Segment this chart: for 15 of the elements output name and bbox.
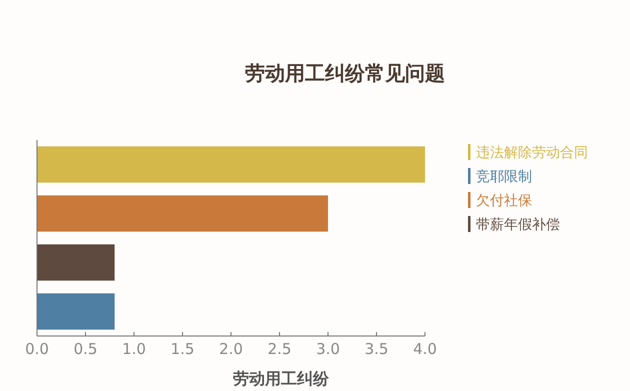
legend-label: 竞耶限制 [476,169,532,185]
x-tick-label: 0.5 [74,340,98,358]
x-tick-label: 0.0 [25,340,49,358]
chart-title: 劳动用工纠纷常见问题 [245,61,445,85]
x-tick-label: 1.0 [122,340,146,358]
x-tick-label: 2.5 [268,340,292,358]
x-axis-title: 劳动用工纠纷 [233,369,330,388]
legend-label: 违法解除劳动合同 [476,145,588,161]
x-tick-label: 4.0 [413,340,437,358]
x-tick-label: 3.5 [364,340,388,358]
x-tick-label: 3.0 [316,340,340,358]
legend-label: 欠付社保 [476,193,532,209]
x-tick-label: 1.5 [170,340,194,358]
legend-label: 带薪年假补偿 [476,217,560,233]
x-tick-label: 2.0 [219,340,243,358]
